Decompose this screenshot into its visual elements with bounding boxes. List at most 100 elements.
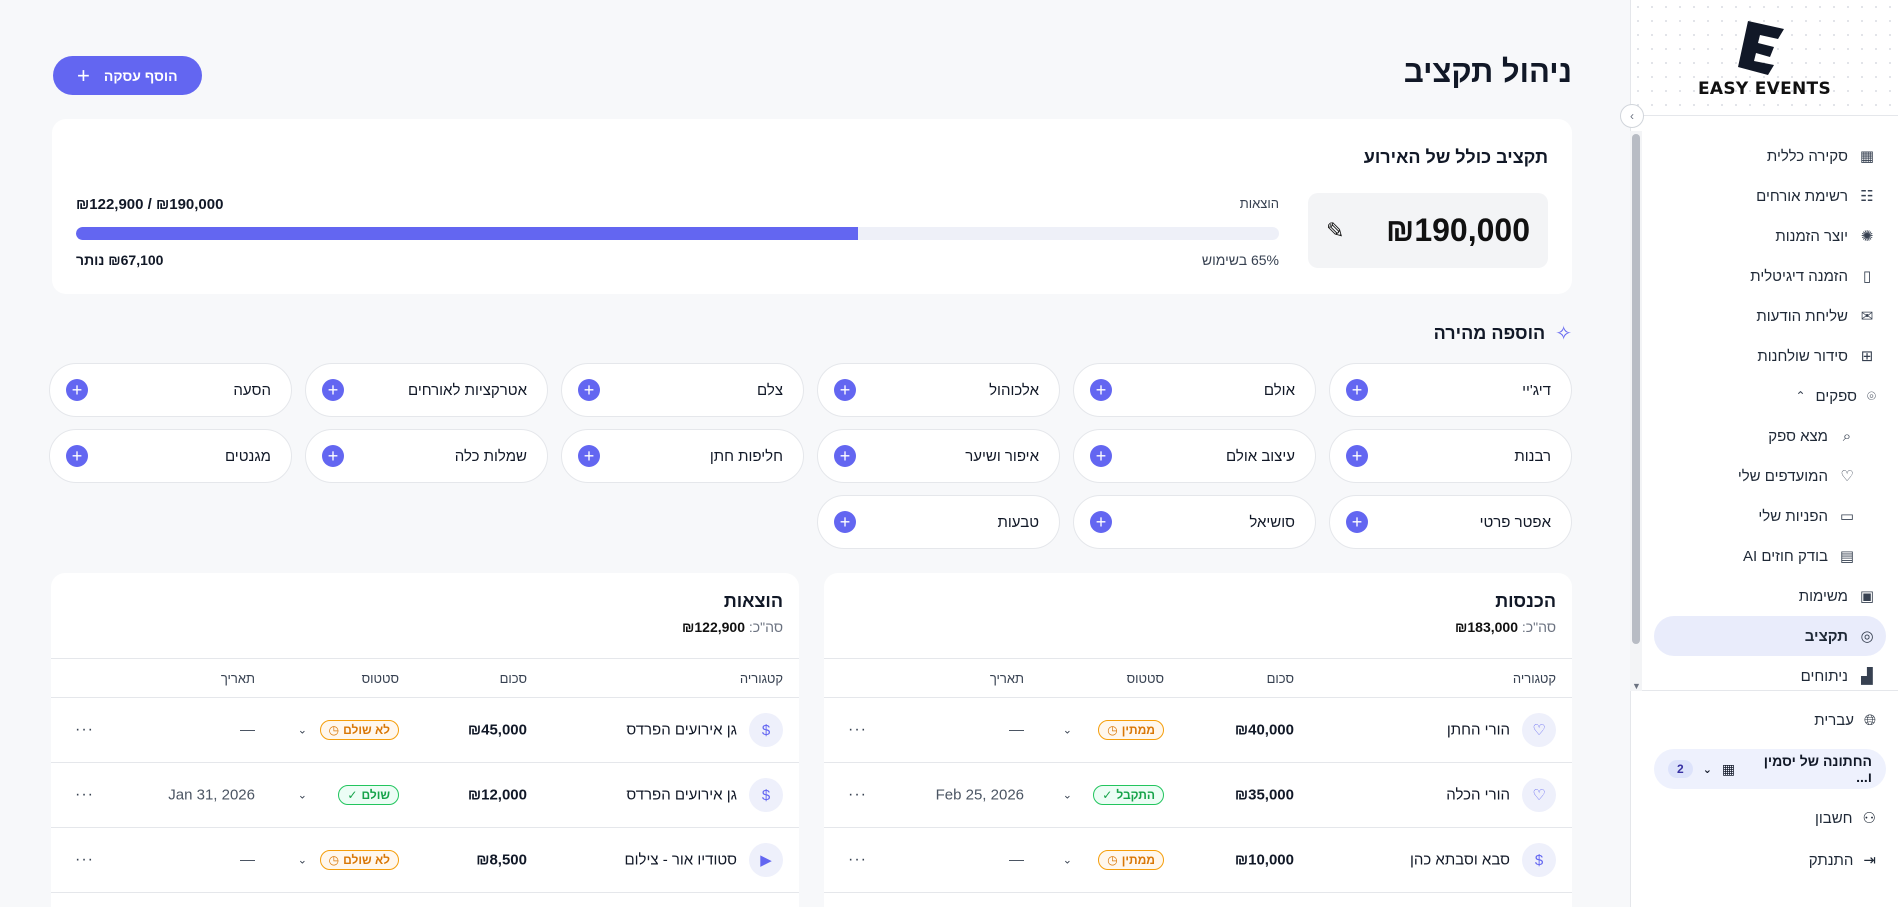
sidebar-scrollbar[interactable]: ▼	[1630, 131, 1642, 691]
status-badge[interactable]: התקבל ✓	[1093, 785, 1164, 805]
sidebar-item-5[interactable]: ⊞ סידור שולחנות	[1642, 336, 1898, 376]
sidebar-item-label: המועדפים שלי	[1737, 467, 1828, 485]
more-options-icon[interactable]: ···	[848, 786, 867, 803]
account-link[interactable]: ⚇ חשבון	[1642, 797, 1898, 839]
quick-add-chip[interactable]: שמלות כלה +	[305, 429, 548, 483]
dollar-icon: $	[1522, 843, 1556, 877]
status-badge[interactable]: ממתין ◷	[1098, 850, 1164, 870]
collapse-sidebar-button[interactable]: ›	[1620, 104, 1644, 128]
add-transaction-button[interactable]: הוסף עסקה +	[53, 56, 202, 95]
status-icon: ◷	[1107, 723, 1118, 737]
dollar-icon: $	[749, 713, 783, 747]
quick-add-label: אטרקציות לאורחים	[407, 381, 527, 399]
plus-circle-icon: +	[834, 379, 856, 401]
row-date: —	[240, 851, 255, 869]
quick-add-chip[interactable]: טבעות +	[817, 495, 1060, 549]
header-amount: סכום	[499, 671, 527, 686]
total-budget-title: תקציב כולל של האירוע	[1363, 147, 1548, 167]
table-row[interactable]: ♡ הורי הכלה ₪35,000 התקבל ✓ ⌄ Feb 25, 2026 ···	[824, 763, 1572, 828]
quick-add-label: מגנטים	[224, 447, 271, 465]
more-options-icon[interactable]: ···	[75, 786, 94, 803]
status-badge[interactable]: שולם ✓	[338, 785, 399, 805]
row-date: —	[1009, 851, 1024, 869]
clipboard-icon: ▣	[1859, 588, 1875, 605]
status-dropdown-chevron-icon[interactable]: ⌄	[297, 724, 307, 737]
quick-add-chip[interactable]: רבנות +	[1329, 429, 1572, 483]
status-dropdown-chevron-icon[interactable]: ⌄	[1062, 789, 1072, 802]
sum-label: סה"כ:	[748, 619, 783, 635]
table-row[interactable]: $ גן אירועים הפרדס ₪12,000 שולם ✓ ⌄ Jan 31, 20…	[51, 763, 799, 828]
language-switcher[interactable]: 🌐︎ עברית	[1642, 699, 1898, 741]
table-row[interactable]: $ גן אירועים הפרדס ₪45,000 לא שולם ◷ ⌄ — ···	[51, 698, 799, 763]
plus-circle-icon: +	[1090, 511, 1112, 533]
quick-add-chip[interactable]: דיג'יי +	[1329, 363, 1572, 417]
status-dropdown-chevron-icon[interactable]: ⌄	[297, 789, 307, 802]
table-row[interactable]: ♡ הורי החתן ₪40,000 ממתין ◷ ⌄ — ···	[824, 698, 1572, 763]
sidebar-item-7[interactable]: ⌕ מצא ספק	[1642, 416, 1898, 456]
status-badge[interactable]: לא שולם ◷	[319, 850, 399, 870]
logo[interactable]: EASY EVENTS	[1631, 0, 1898, 116]
quick-add-chip[interactable]: עיצוב אולם +	[1073, 429, 1316, 483]
quick-add-chip[interactable]: הסעה +	[49, 363, 292, 417]
more-options-icon[interactable]: ···	[848, 721, 867, 738]
scrollbar-thumb[interactable]	[1632, 134, 1640, 644]
sidebar-item-3[interactable]: ▯ הזמנה דיגיטלית	[1642, 256, 1898, 296]
quick-add-chip[interactable]: צלם +	[561, 363, 804, 417]
header-date: תאריך	[220, 671, 255, 686]
quick-add-chip[interactable]: איפור ושיער +	[817, 429, 1060, 483]
quick-add-chip[interactable]: חליפות חתן +	[561, 429, 804, 483]
row-date: —	[1009, 721, 1024, 739]
scroll-down-arrow[interactable]: ▼	[1632, 681, 1641, 691]
sidebar-item-8[interactable]: ♡ המועדפים שלי	[1642, 456, 1898, 496]
chart-icon: ▟	[1861, 668, 1873, 685]
status-icon: ◷	[328, 723, 340, 737]
sidebar-item-12[interactable]: ◎ תקציב	[1654, 616, 1886, 656]
quick-add-label: עיצוב אולם	[1226, 447, 1295, 465]
plus-circle-icon: +	[1090, 445, 1112, 467]
chevron-down-icon: ⌄	[1702, 763, 1712, 776]
document-icon: ▤	[1839, 548, 1855, 565]
status-dropdown-chevron-icon[interactable]: ⌄	[1062, 854, 1072, 867]
logout-link[interactable]: ⇥ התנתק	[1642, 839, 1898, 881]
expenses-label: הוצאות	[1239, 196, 1279, 211]
status-icon: ◷	[1107, 853, 1118, 867]
quick-add-chip[interactable]: אטרקציות לאורחים +	[305, 363, 548, 417]
quick-add-chip[interactable]: אפטר פרטי +	[1329, 495, 1572, 549]
more-options-icon[interactable]: ···	[848, 851, 867, 868]
sidebar-item-13[interactable]: ▟ ניתוחים	[1642, 656, 1898, 686]
table-row[interactable]: $ סבא וסבתא כהן ₪10,000 ממתין ◷ ⌄ — ···	[824, 828, 1572, 893]
status-dropdown-chevron-icon[interactable]: ⌄	[1062, 724, 1072, 737]
heart-icon: ♡	[1840, 468, 1854, 485]
sidebar-item-0[interactable]: ▦ סקירה כללית	[1642, 136, 1898, 176]
quick-add-chip[interactable]: מגנטים +	[49, 429, 292, 483]
used-percent-label: 65% בשימוש	[1201, 252, 1279, 268]
row-category: גן אירועים הפרדס	[626, 721, 737, 739]
row-amount: ₪8,500	[476, 851, 527, 869]
sidebar-item-6[interactable]: ⌾ ספקים ⌃	[1642, 376, 1898, 416]
edit-pencil-icon[interactable]: ✎	[1326, 217, 1345, 243]
quick-add-label: סושיאל	[1249, 513, 1295, 531]
more-options-icon[interactable]: ···	[75, 851, 94, 868]
status-badge[interactable]: ממתין ◷	[1098, 720, 1164, 740]
row-amount: ₪35,000	[1234, 786, 1294, 804]
sidebar-item-1[interactable]: ☷ רשימת אורחים	[1642, 176, 1898, 216]
sidebar-item-2[interactable]: ✺ יוצר הזמנות	[1642, 216, 1898, 256]
quick-add-chip[interactable]: אולם +	[1073, 363, 1316, 417]
header-date: תאריך	[989, 671, 1024, 686]
user-icon: ⚇	[1862, 810, 1876, 827]
more-options-icon[interactable]: ···	[75, 721, 94, 738]
sidebar-item-9[interactable]: ▭ הפניות שלי	[1642, 496, 1898, 536]
status-dropdown-chevron-icon[interactable]: ⌄	[297, 854, 307, 867]
sidebar-item-4[interactable]: ✉ שליחת הודעות	[1642, 296, 1898, 336]
quick-add-chip[interactable]: אלכוהול +	[817, 363, 1060, 417]
sidebar-item-10[interactable]: ▤ בודק חוזים AI	[1642, 536, 1898, 576]
sidebar-item-label: ספקים	[1815, 387, 1857, 405]
quick-add-chip[interactable]: סושיאל +	[1073, 495, 1316, 549]
status-badge[interactable]: לא שולם ◷	[319, 720, 399, 740]
chevron-up-icon[interactable]: ⌃	[1795, 389, 1806, 403]
table-row[interactable]: ▶ סטודיו אור - צילום ₪8,500 לא שולם ◷ ⌄ — ···	[51, 828, 799, 893]
event-selector[interactable]: החתונה של יסמין ו... ▦ ⌄ 2	[1654, 749, 1886, 789]
sidebar-item-11[interactable]: ▣ משימות	[1642, 576, 1898, 616]
plus-circle-icon: +	[1346, 511, 1368, 533]
row-amount: ₪45,000	[467, 721, 527, 739]
